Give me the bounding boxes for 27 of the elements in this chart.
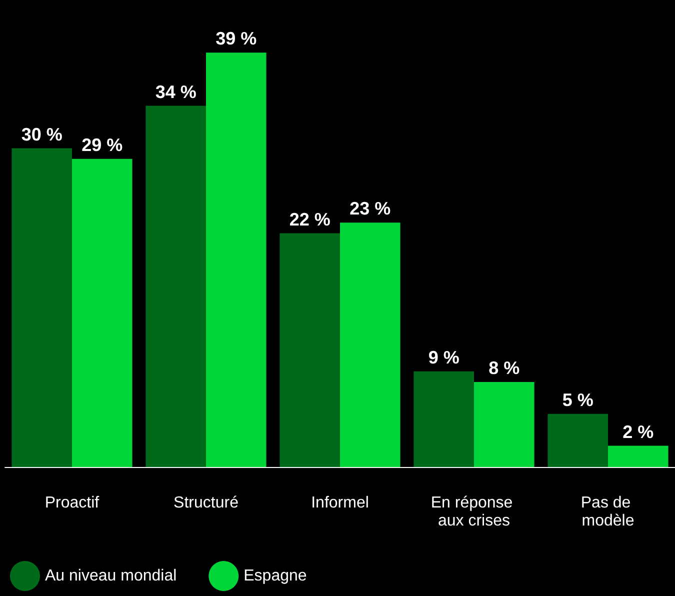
bar <box>608 446 668 467</box>
data-label: 2 % <box>622 422 654 442</box>
data-label: 8 % <box>488 358 520 378</box>
bar <box>414 371 474 467</box>
bar <box>72 158 132 467</box>
data-label: 29 % <box>82 134 123 155</box>
data-label: 39 % <box>216 28 257 49</box>
data-label: 5 % <box>562 390 594 410</box>
bar <box>474 382 534 467</box>
data-label: 23 % <box>350 198 391 219</box>
x-tick-label: Pas de modèle <box>580 494 636 530</box>
x-tick-label: Proactif <box>44 494 100 512</box>
legend-label: Au niveau mondial <box>45 568 177 584</box>
bar <box>206 52 266 467</box>
x-tick-label: Structuré <box>174 494 239 512</box>
legend-label: Espagne <box>244 568 307 584</box>
bar <box>12 148 72 467</box>
bar <box>548 414 608 467</box>
bar <box>340 222 400 467</box>
data-label: 34 % <box>155 82 196 102</box>
x-tick-label: Informel <box>311 494 369 512</box>
data-label: 22 % <box>289 209 330 230</box>
data-label: 9 % <box>428 347 460 368</box>
x-tick-label: En réponse aux crises <box>430 494 518 530</box>
bar <box>146 106 206 467</box>
data-label: 30 % <box>21 124 62 144</box>
bar <box>280 233 340 467</box>
